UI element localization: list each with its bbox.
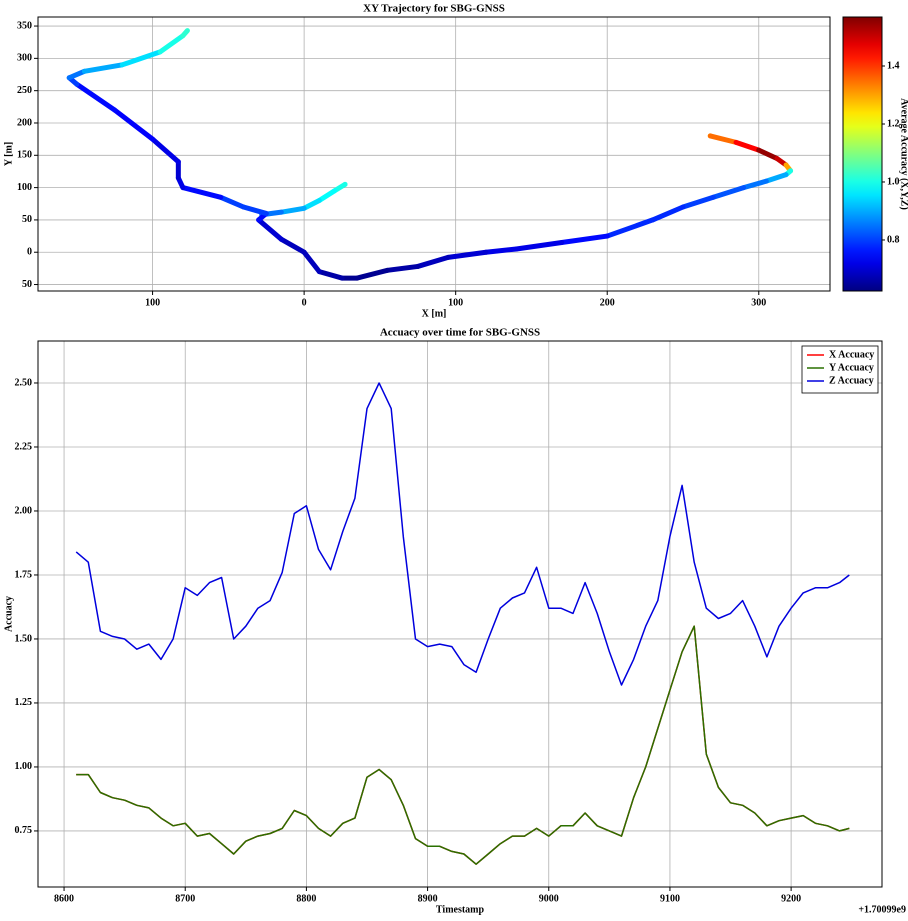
trajectory-segment [218,194,247,210]
x-tick-label: 9100 [660,893,680,904]
x-tick-label: 0 [302,297,307,308]
trajectory-segment [763,172,789,184]
x-tick-label: 100 [448,297,463,308]
trajectory-segment [256,217,284,242]
trajectory-segment [483,246,519,255]
trajectory-segment [157,33,186,55]
y-tick-label: 1.75 [15,569,33,580]
y-tick-label: 2.25 [15,441,33,452]
trajectory-segment [316,269,345,281]
y-tick-label: 200 [17,117,32,128]
colorbar-tick-label: 1.0 [887,176,900,187]
y-tick-label: 350 [17,20,32,31]
legend-label: X Accuacy [829,349,874,360]
x-tick-label: 9000 [539,893,559,904]
trajectory-segment [354,267,390,281]
series-line [76,625,850,865]
x-axis-label: Timestamp [436,904,485,915]
colorbar-label: Average Accuracy (X,Y,Z) [899,98,908,210]
trajectory-segment [415,254,451,269]
trajectory-segment [316,188,337,204]
trajectory-segment [710,185,747,200]
x-tick-label: 8800 [296,893,316,904]
y-tick-label: 1.25 [15,697,33,708]
trajectory-segment [278,236,307,255]
y-tick-label: 300 [17,53,32,64]
x-tick-label: 200 [600,297,615,308]
trajectory-segment [604,217,656,239]
y-tick-label: 50 [22,214,32,225]
trajectory-segment [680,194,716,210]
trajectory-segment [301,249,322,275]
trajectory-segment [241,204,269,216]
trajectory-segment [74,81,118,113]
y-axis-label: Y [m] [3,142,14,166]
x-tick-label: 8700 [175,893,195,904]
x-tick-label: 8900 [418,893,438,904]
chart-title: Accuacy over time for SBG-GNSS [380,327,540,339]
trajectory-segment [384,263,421,273]
trajectory-segment [513,240,565,252]
x-offset-label: +1.70099e9 [858,904,906,915]
trajectory-segment [741,178,769,191]
y-tick-label: 1.00 [15,761,33,772]
colorbar-tick-label: 1.2 [887,118,900,129]
axes-frame [37,340,883,888]
y-tick-label: 250 [17,85,32,96]
y-tick-label: 50 [22,279,32,290]
x-tick-label: 300 [751,297,766,308]
x-tick-label: 9200 [781,893,801,904]
axes-frame [37,16,831,292]
trajectory-segment [445,249,489,260]
trajectory-segment [301,198,322,211]
y-tick-label: 100 [17,182,32,193]
trajectory-segment [756,147,780,162]
legend-label: Z Accuacy [829,375,874,386]
x-tick-label: 100 [145,297,160,308]
trajectory-segment [559,233,610,246]
chart-title: XY Trajectory for SBG-GNSS [363,3,505,15]
y-tick-label: 150 [17,150,32,161]
trajectory-segment [81,62,125,74]
legend [801,345,879,394]
legend-label: Y Accuacy [829,362,874,373]
y-tick-label: 1.50 [15,633,33,644]
y-tick-label: 0 [27,247,32,258]
colorbar [842,16,883,292]
y-tick-label: 2.00 [15,505,33,516]
colorbar-tick-label: 1.4 [887,60,900,71]
series-line [75,382,850,686]
trajectory-segment [707,133,739,145]
y-tick-label: 2.50 [15,377,33,388]
trajectory-segment [650,204,686,223]
y-tick-label: 0.75 [15,825,33,836]
trajectory-segment [112,107,156,142]
trajectory-segment [180,28,190,39]
y-axis-label: Accuacy [3,596,14,632]
colorbar-tick-label: 0.8 [887,234,900,245]
trajectory-segment [278,205,307,215]
trajectory-segment [150,136,181,165]
trajectory-segment [180,185,224,200]
trajectory-segment [119,49,163,68]
x-axis-label: X [m] [422,308,447,319]
trajectory-segment [733,139,762,153]
x-tick-label: 8600 [54,893,74,904]
trajectory-segment [66,68,87,81]
